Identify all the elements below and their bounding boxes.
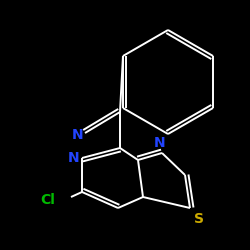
Text: Cl: Cl — [40, 193, 55, 207]
Text: N: N — [72, 128, 83, 142]
Text: N: N — [154, 136, 166, 150]
Text: S: S — [194, 212, 204, 226]
Text: N: N — [68, 151, 79, 165]
